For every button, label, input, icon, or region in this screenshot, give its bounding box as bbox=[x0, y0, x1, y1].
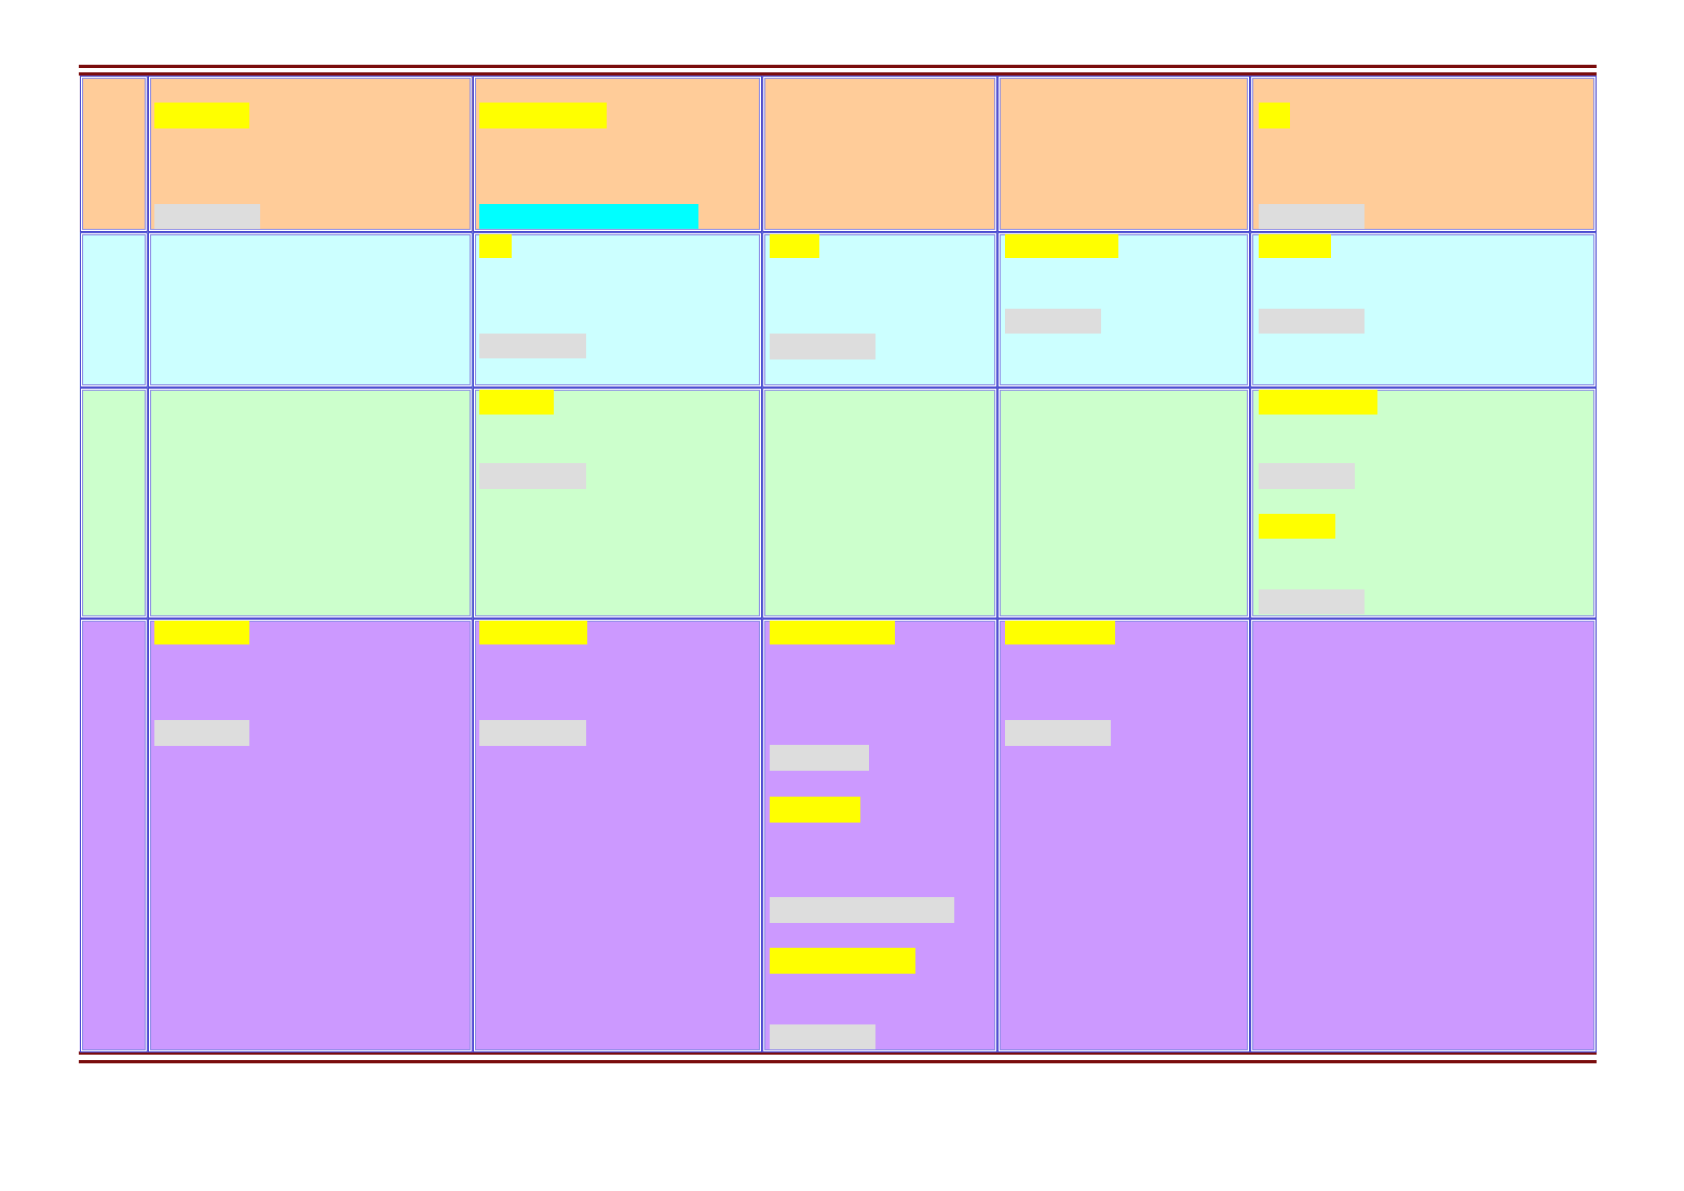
table-cell bbox=[1250, 618, 1597, 1053]
table-cell bbox=[997, 387, 1251, 619]
table-cell bbox=[472, 232, 763, 388]
redacted-block bbox=[479, 333, 587, 359]
highlight-block bbox=[479, 102, 607, 129]
redacted-block bbox=[479, 463, 587, 490]
table-cell bbox=[997, 618, 1251, 1053]
highlight-block bbox=[769, 947, 916, 974]
redacted-block bbox=[1258, 463, 1355, 490]
table-cell bbox=[79, 387, 148, 619]
highlight-block bbox=[1258, 389, 1378, 415]
redacted-block bbox=[769, 897, 955, 923]
bottom-rule bbox=[78, 1060, 1597, 1064]
highlight-block bbox=[154, 102, 250, 129]
top-rule bbox=[78, 72, 1597, 76]
table-cell bbox=[147, 232, 473, 388]
redacted-block bbox=[769, 333, 876, 360]
redacted-block bbox=[769, 1024, 876, 1050]
highlight-block bbox=[769, 620, 895, 645]
table-cell bbox=[79, 75, 148, 233]
highlight-block bbox=[1005, 234, 1119, 259]
redacted-block bbox=[154, 720, 250, 746]
table-cell bbox=[997, 75, 1251, 233]
redacted-block bbox=[1258, 589, 1365, 615]
table-cell bbox=[997, 232, 1251, 388]
highlight-block bbox=[479, 620, 588, 645]
table-cell bbox=[1250, 387, 1597, 619]
highlight-block bbox=[479, 204, 699, 229]
highlight-block bbox=[1258, 102, 1291, 129]
table-cell bbox=[762, 387, 998, 619]
redacted-block bbox=[1258, 308, 1365, 334]
table-cell bbox=[762, 618, 998, 1053]
redacted-block bbox=[769, 744, 869, 771]
highlight-block bbox=[1258, 513, 1336, 539]
redacted-block bbox=[1258, 204, 1365, 229]
table-cell bbox=[762, 232, 998, 388]
bottom-rule bbox=[78, 1051, 1597, 1055]
highlight-block bbox=[1258, 234, 1332, 259]
table-cell bbox=[79, 618, 148, 1053]
highlight-block bbox=[769, 796, 861, 823]
table-cell bbox=[147, 618, 473, 1053]
redacted-block bbox=[479, 720, 587, 746]
table-cell bbox=[472, 387, 763, 619]
table-cell bbox=[472, 618, 763, 1053]
highlight-block bbox=[479, 234, 512, 259]
redacted-block bbox=[1005, 720, 1111, 746]
top-rule bbox=[78, 64, 1597, 69]
table-cell bbox=[79, 232, 148, 388]
highlight-block bbox=[154, 620, 250, 645]
table-cell bbox=[147, 387, 473, 619]
highlight-block bbox=[1005, 620, 1116, 645]
highlight-block bbox=[769, 234, 820, 259]
highlight-block bbox=[479, 389, 554, 415]
table-cell bbox=[762, 75, 998, 233]
redacted-block bbox=[1005, 308, 1102, 334]
redacted-block bbox=[154, 204, 261, 229]
